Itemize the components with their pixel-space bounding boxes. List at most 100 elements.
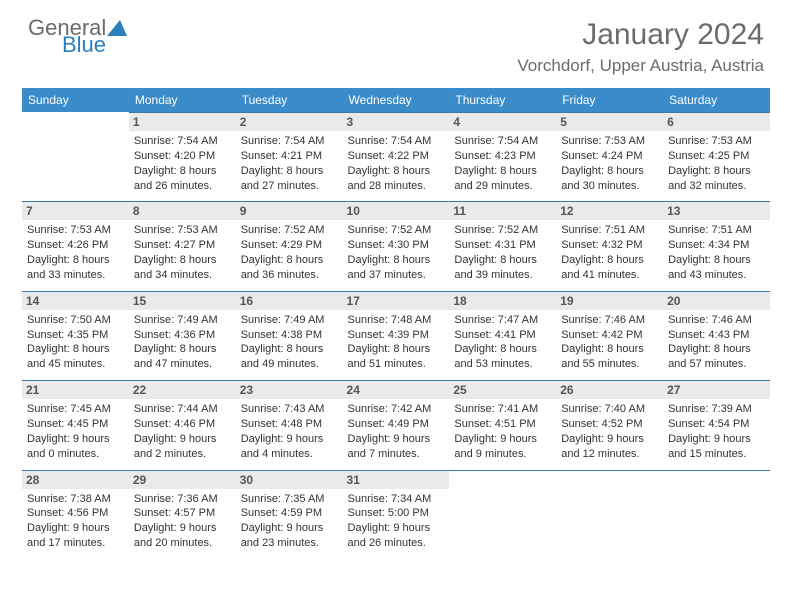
day-cell: 16Sunrise: 7:49 AMSunset: 4:38 PMDayligh… <box>236 291 343 380</box>
daylight-label: and 51 minutes. <box>348 357 445 372</box>
sunset-label: Sunset: 5:00 PM <box>348 506 445 521</box>
sunrise-label: Sunrise: 7:54 AM <box>134 134 231 149</box>
header: GeneralBlue January 2024 Vorchdorf, Uppe… <box>0 0 792 76</box>
daylight-label: Daylight: 9 hours <box>241 521 338 536</box>
sunset-label: Sunset: 4:32 PM <box>561 238 658 253</box>
daylight-label: and 9 minutes. <box>454 447 551 462</box>
daylight-label: and 7 minutes. <box>348 447 445 462</box>
day-number: 10 <box>343 202 450 220</box>
daylight-label: and 43 minutes. <box>668 268 765 283</box>
daylight-label: and 32 minutes. <box>668 179 765 194</box>
daylight-label: and 29 minutes. <box>454 179 551 194</box>
daylight-label: Daylight: 8 hours <box>134 253 231 268</box>
sunrise-label: Sunrise: 7:48 AM <box>348 313 445 328</box>
day-number: 30 <box>236 471 343 489</box>
daylight-label: Daylight: 8 hours <box>454 253 551 268</box>
daylight-label: Daylight: 8 hours <box>561 342 658 357</box>
daylight-label: and 57 minutes. <box>668 357 765 372</box>
daylight-label: and 0 minutes. <box>27 447 124 462</box>
daylight-label: Daylight: 8 hours <box>454 342 551 357</box>
day-number: 5 <box>556 113 663 131</box>
day-number: 31 <box>343 471 450 489</box>
page-title: January 2024 <box>517 18 764 52</box>
sunset-label: Sunset: 4:36 PM <box>134 328 231 343</box>
daylight-label: Daylight: 9 hours <box>241 432 338 447</box>
sunset-label: Sunset: 4:42 PM <box>561 328 658 343</box>
day-cell: 11Sunrise: 7:52 AMSunset: 4:31 PMDayligh… <box>449 201 556 290</box>
day-number: 21 <box>22 381 129 399</box>
day-cell <box>556 470 663 559</box>
day-cell <box>449 470 556 559</box>
sunset-label: Sunset: 4:54 PM <box>668 417 765 432</box>
daylight-label: Daylight: 8 hours <box>134 164 231 179</box>
day-number: 1 <box>129 113 236 131</box>
daylight-label: Daylight: 8 hours <box>27 342 124 357</box>
day-header: Tuesday <box>236 88 343 112</box>
daylight-label: Daylight: 9 hours <box>561 432 658 447</box>
sunrise-label: Sunrise: 7:35 AM <box>241 492 338 507</box>
daylight-label: and 26 minutes. <box>134 179 231 194</box>
day-cell: 5Sunrise: 7:53 AMSunset: 4:24 PMDaylight… <box>556 112 663 201</box>
sunset-label: Sunset: 4:39 PM <box>348 328 445 343</box>
daylight-label: Daylight: 8 hours <box>241 342 338 357</box>
day-header: Sunday <box>22 88 129 112</box>
daylight-label: and 15 minutes. <box>668 447 765 462</box>
day-cell: 1 Sunrise: 7:54 AMSunset: 4:20 PMDaylight… <box>129 112 236 201</box>
day-number: 18 <box>449 292 556 310</box>
logo: GeneralBlue <box>28 18 127 56</box>
daylight-label: and 39 minutes. <box>454 268 551 283</box>
sunrise-label: Sunrise: 7:47 AM <box>454 313 551 328</box>
day-cell: 4Sunrise: 7:54 AMSunset: 4:23 PMDaylight… <box>449 112 556 201</box>
day-number: 23 <box>236 381 343 399</box>
day-number: 26 <box>556 381 663 399</box>
sunset-label: Sunset: 4:21 PM <box>241 149 338 164</box>
day-cell: 30Sunrise: 7:35 AMSunset: 4:59 PMDayligh… <box>236 470 343 559</box>
sunset-label: Sunset: 4:27 PM <box>134 238 231 253</box>
day-cell: 31Sunrise: 7:34 AMSunset: 5:00 PMDayligh… <box>343 470 450 559</box>
day-number: 19 <box>556 292 663 310</box>
day-number: 16 <box>236 292 343 310</box>
sunrise-label: Sunrise: 7:54 AM <box>454 134 551 149</box>
sunrise-label: Sunrise: 7:46 AM <box>668 313 765 328</box>
daylight-label: and 27 minutes. <box>241 179 338 194</box>
sunset-label: Sunset: 4:35 PM <box>27 328 124 343</box>
sunrise-label: Sunrise: 7:50 AM <box>27 313 124 328</box>
day-number: 8 <box>129 202 236 220</box>
day-cell: 15Sunrise: 7:49 AMSunset: 4:36 PMDayligh… <box>129 291 236 380</box>
sunrise-label: Sunrise: 7:42 AM <box>348 402 445 417</box>
sunset-label: Sunset: 4:22 PM <box>348 149 445 164</box>
daylight-label: and 17 minutes. <box>27 536 124 551</box>
sunset-label: Sunset: 4:34 PM <box>668 238 765 253</box>
daylight-label: Daylight: 9 hours <box>134 432 231 447</box>
day-cell: 29Sunrise: 7:36 AMSunset: 4:57 PMDayligh… <box>129 470 236 559</box>
daylight-label: and 36 minutes. <box>241 268 338 283</box>
day-number: 24 <box>343 381 450 399</box>
day-header: Saturday <box>663 88 770 112</box>
daylight-label: and 37 minutes. <box>348 268 445 283</box>
daylight-label: and 34 minutes. <box>134 268 231 283</box>
daylight-label: and 45 minutes. <box>27 357 124 372</box>
sunrise-label: Sunrise: 7:41 AM <box>454 402 551 417</box>
daylight-label: and 20 minutes. <box>134 536 231 551</box>
day-cell: 21Sunrise: 7:45 AMSunset: 4:45 PMDayligh… <box>22 380 129 469</box>
logo-text-blue: Blue <box>62 35 127 56</box>
sunrise-label: Sunrise: 7:36 AM <box>134 492 231 507</box>
sunrise-label: Sunrise: 7:53 AM <box>134 223 231 238</box>
week-row: 28Sunrise: 7:38 AMSunset: 4:56 PMDayligh… <box>22 470 770 559</box>
sunrise-label: Sunrise: 7:51 AM <box>561 223 658 238</box>
sunset-label: Sunset: 4:41 PM <box>454 328 551 343</box>
location-label: Vorchdorf, Upper Austria, Austria <box>517 56 764 76</box>
daylight-label: Daylight: 8 hours <box>348 164 445 179</box>
day-number: 27 <box>663 381 770 399</box>
day-cell: 24Sunrise: 7:42 AMSunset: 4:49 PMDayligh… <box>343 380 450 469</box>
day-number: 15 <box>129 292 236 310</box>
sunset-label: Sunset: 4:20 PM <box>134 149 231 164</box>
day-number: 14 <box>22 292 129 310</box>
sunset-label: Sunset: 4:51 PM <box>454 417 551 432</box>
sunrise-label: Sunrise: 7:51 AM <box>668 223 765 238</box>
sunset-label: Sunset: 4:46 PM <box>134 417 231 432</box>
daylight-label: Daylight: 8 hours <box>134 342 231 357</box>
day-number: 29 <box>129 471 236 489</box>
sunset-label: Sunset: 4:52 PM <box>561 417 658 432</box>
day-cell: 18 Sunrise: 7:47 AMSunset: 4:41 PMDayligh… <box>449 291 556 380</box>
